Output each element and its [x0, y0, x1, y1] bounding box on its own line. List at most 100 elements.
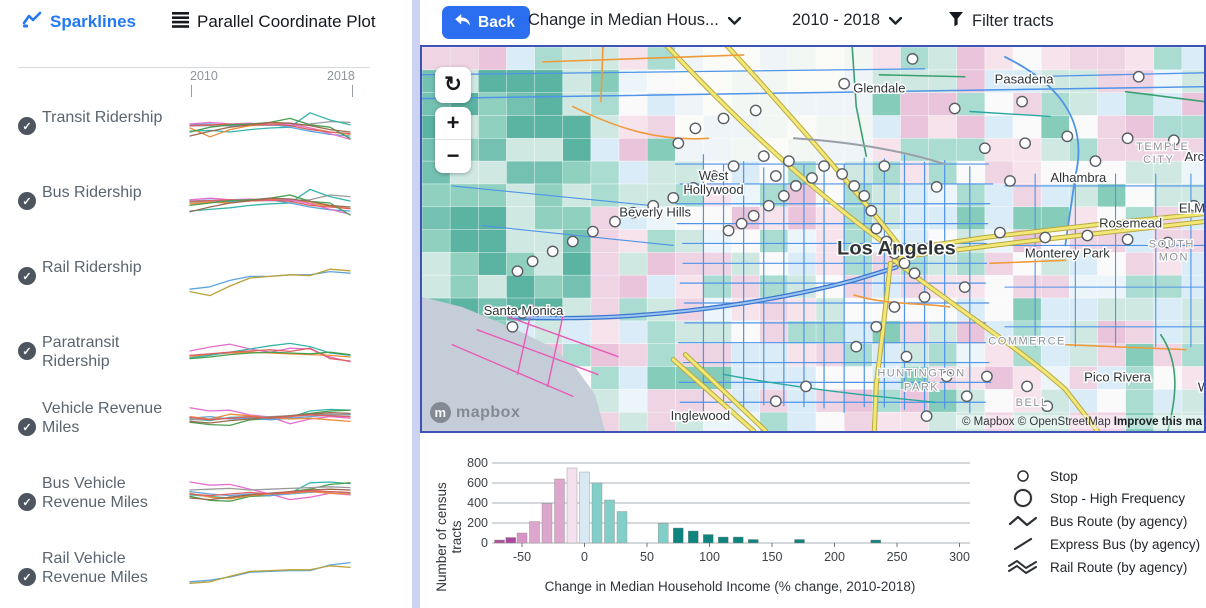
transit-stop-marker[interactable]: [1121, 132, 1134, 145]
zoom-in-button[interactable]: +: [435, 107, 471, 140]
transit-stop-marker[interactable]: [806, 172, 818, 184]
main-panel: Back Change in Median Hous... 2010 - 201…: [420, 0, 1206, 608]
metric-toggle-badge-icon[interactable]: ✓: [18, 192, 36, 210]
transit-stop-marker[interactable]: [940, 370, 953, 383]
transit-stop-marker[interactable]: [858, 189, 871, 202]
transit-stop-marker[interactable]: [707, 170, 720, 182]
transit-stop-marker[interactable]: [850, 340, 863, 353]
transit-stop-marker[interactable]: [546, 245, 559, 258]
transit-stop-marker[interactable]: [1041, 400, 1054, 413]
transit-stop-marker[interactable]: [848, 180, 861, 192]
transit-stop-marker[interactable]: [1081, 229, 1094, 242]
transit-stop-marker[interactable]: [687, 182, 700, 194]
zoom-out-button[interactable]: −: [446, 143, 460, 168]
transit-stop-marker[interactable]: [1016, 95, 1028, 108]
legend-item: Stop - High Frequency: [1006, 488, 1185, 508]
transit-stop-marker[interactable]: [1121, 233, 1134, 246]
metric-toggle-badge-icon[interactable]: ✓: [18, 493, 36, 511]
transit-stop-marker[interactable]: [1132, 70, 1145, 83]
transit-stop-marker[interactable]: [689, 122, 702, 135]
transit-stop-marker[interactable]: [566, 235, 579, 248]
transit-stop-marker[interactable]: [948, 102, 961, 115]
transit-stop-marker[interactable]: [769, 395, 782, 408]
transit-stop-marker[interactable]: [735, 217, 748, 230]
transit-stop-marker[interactable]: [1061, 130, 1074, 143]
transit-stop-marker[interactable]: [1188, 199, 1200, 212]
transit-stop-marker[interactable]: [836, 168, 849, 180]
transit-stop-marker[interactable]: [777, 189, 790, 202]
metric-toggle-badge-icon[interactable]: ✓: [18, 568, 36, 586]
transit-stop-marker[interactable]: [769, 170, 782, 182]
metric-toggle-badge-icon[interactable]: ✓: [18, 342, 36, 360]
transit-stop-marker[interactable]: [672, 137, 685, 150]
transit-stop-marker[interactable]: [609, 215, 621, 228]
transit-stop-marker[interactable]: [511, 265, 524, 278]
transit-stop-marker[interactable]: [898, 257, 911, 270]
transit-stop-marker[interactable]: [960, 390, 973, 403]
transit-stop-marker[interactable]: [888, 301, 901, 313]
filter-tracts-button[interactable]: Filter tracts: [948, 11, 1054, 32]
chevron-down-icon: [727, 11, 741, 30]
transit-stop-marker[interactable]: [880, 235, 893, 248]
map-canvas[interactable]: TEMPLE CITY SOUTH MON HUNTINGTON PARK COMMERCE…: [420, 45, 1206, 433]
transit-stop-marker[interactable]: [506, 320, 519, 333]
transit-stop-marker[interactable]: [1039, 231, 1052, 244]
transit-stop-marker[interactable]: [878, 160, 891, 172]
transit-stop-marker[interactable]: [870, 222, 883, 235]
transit-stop-marker[interactable]: [818, 160, 830, 172]
transit-stop-marker[interactable]: [717, 112, 730, 125]
transit-stop-marker[interactable]: [908, 267, 921, 280]
transit-stop-marker[interactable]: [789, 180, 802, 192]
transit-stop-marker[interactable]: [586, 225, 599, 238]
transit-stop-marker[interactable]: [762, 199, 775, 212]
transit-stop-marker[interactable]: [958, 281, 971, 293]
transit-stop-marker[interactable]: [647, 199, 660, 212]
mapbox-logo[interactable]: m mapbox: [430, 402, 520, 423]
attribution-text: © Mapbox © OpenStreetMap: [961, 416, 1114, 428]
transit-stop-marker[interactable]: [980, 370, 993, 383]
transit-stop-marker[interactable]: [870, 320, 883, 333]
metric-sparkline: [189, 112, 351, 140]
transit-stop-marker[interactable]: [978, 142, 991, 155]
transit-stop-marker[interactable]: [1161, 236, 1174, 249]
metric-toggle-badge-icon[interactable]: ✓: [18, 117, 36, 135]
transit-stop-marker[interactable]: [930, 181, 943, 193]
map-reset-bearing-button[interactable]: ↻: [435, 67, 471, 103]
back-button[interactable]: Back: [442, 6, 531, 39]
transit-stop-marker[interactable]: [865, 204, 878, 217]
legend-item: Bus Route (by agency): [1006, 511, 1187, 531]
transit-stop-marker[interactable]: [994, 226, 1006, 239]
transit-stop-marker[interactable]: [757, 150, 770, 163]
metric-toggle-badge-icon[interactable]: ✓: [18, 418, 36, 436]
transit-stop-marker[interactable]: [1089, 155, 1102, 167]
panel-divider-strip[interactable]: [412, 0, 420, 608]
transit-stop-marker[interactable]: [900, 350, 913, 363]
transit-stop-marker[interactable]: [1021, 380, 1034, 393]
improve-map-link[interactable]: Improve this ma: [1113, 416, 1202, 428]
transit-stop-marker[interactable]: [782, 155, 795, 167]
transit-stop-marker[interactable]: [526, 255, 539, 268]
transit-stop-marker[interactable]: [1019, 137, 1032, 150]
transit-stop-marker[interactable]: [888, 247, 901, 260]
transit-stop-marker[interactable]: [627, 206, 640, 219]
transit-stop-marker[interactable]: [800, 380, 812, 393]
transit-stop-marker[interactable]: [749, 104, 762, 117]
transit-stop-marker[interactable]: [920, 410, 933, 422]
transit-stop-marker[interactable]: [918, 291, 931, 303]
metric-label: Bus Ridership: [42, 184, 142, 201]
tab-sparklines[interactable]: Sparklines: [22, 10, 136, 33]
transit-stop-marker[interactable]: [727, 160, 740, 172]
variable-dropdown[interactable]: Change in Median Hous...: [528, 11, 741, 30]
transit-stop-marker[interactable]: [1004, 175, 1016, 187]
tab-parallel-coordinate-plot[interactable]: Parallel Coordinate Plot: [172, 11, 376, 33]
histogram-bar: [541, 503, 553, 544]
transit-stop-marker[interactable]: [747, 209, 760, 222]
transit-stop-marker[interactable]: [838, 77, 851, 90]
years-dropdown[interactable]: 2010 - 2018: [792, 11, 903, 30]
transit-stop-marker[interactable]: [516, 307, 529, 319]
transit-stop-marker[interactable]: [722, 224, 735, 237]
transit-stop-marker[interactable]: [1167, 134, 1180, 147]
metric-toggle-badge-icon[interactable]: ✓: [18, 267, 36, 285]
transit-stop-marker[interactable]: [667, 191, 680, 204]
transit-stop-marker[interactable]: [906, 53, 919, 65]
